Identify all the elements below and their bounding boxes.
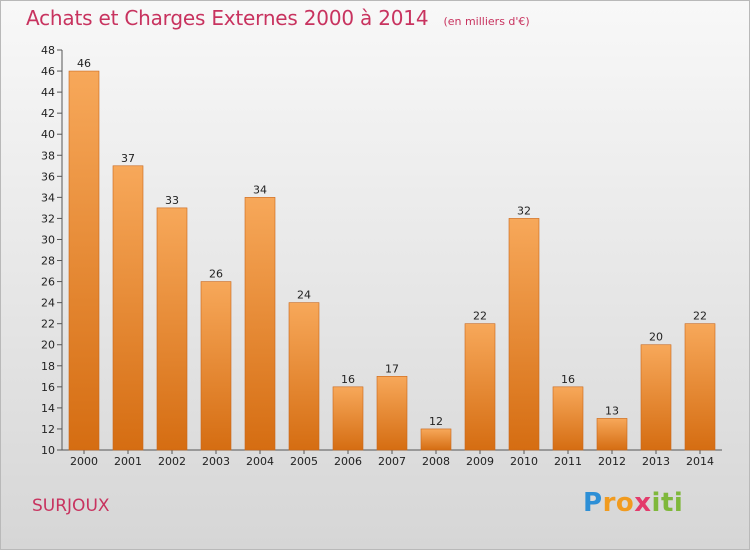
x-tick-label: 2007 — [378, 455, 406, 468]
bar — [200, 281, 232, 451]
x-tick-label: 2009 — [466, 455, 494, 468]
chart-labels: 2000 46 2001 37 2002 33 2003 26 2004 34 2005 24 2006… — [70, 57, 714, 468]
y-tick-label: 12 — [41, 423, 55, 436]
y-tick-label: 40 — [41, 128, 55, 141]
y-tick-label: 18 — [41, 360, 55, 373]
bar — [684, 323, 716, 451]
bar — [640, 344, 672, 451]
x-tick-label: 2003 — [202, 455, 230, 468]
x-tick-label: 2012 — [598, 455, 626, 468]
x-tick-label: 2014 — [686, 455, 714, 468]
bar — [552, 386, 584, 451]
y-tick-label: 20 — [41, 339, 55, 352]
bar-value-label: 20 — [649, 331, 663, 344]
bar-value-label: 34 — [253, 183, 267, 196]
y-tick-label: 16 — [41, 381, 55, 394]
x-tick-label: 2004 — [246, 455, 274, 468]
bar-value-label: 13 — [605, 404, 619, 417]
bar — [156, 207, 188, 451]
bar-value-label: 12 — [429, 415, 443, 428]
x-tick-label: 2002 — [158, 455, 186, 468]
bar — [332, 386, 364, 451]
bar — [464, 323, 496, 451]
bar-value-label: 16 — [561, 373, 575, 386]
bar — [244, 197, 276, 451]
bar-value-label: 22 — [473, 310, 487, 323]
y-tick-label: 24 — [41, 297, 55, 310]
bar-value-label: 32 — [517, 204, 531, 217]
chart-title: Achats et Charges Externes 2000 à 2014 — [26, 6, 429, 30]
bar — [420, 428, 452, 451]
brand-logo: Proxiti — [583, 488, 683, 518]
y-tick-label: 36 — [41, 170, 55, 183]
brand-part-2: ro — [602, 488, 635, 518]
y-tick-label: 38 — [41, 149, 55, 162]
x-tick-label: 2006 — [334, 455, 362, 468]
y-tick-label: 30 — [41, 233, 55, 246]
brand-part-3: x — [634, 488, 652, 518]
bar-value-label: 26 — [209, 268, 223, 281]
town-name: SURJOUX — [32, 496, 110, 516]
bar — [112, 165, 144, 451]
y-tick-label: 44 — [41, 86, 55, 99]
x-tick-label: 2008 — [422, 455, 450, 468]
chart-unit-note: (en milliers d'€) — [443, 15, 530, 28]
y-tick-label: 42 — [41, 107, 55, 120]
chart-bars — [68, 70, 716, 451]
y-tick-label: 32 — [41, 212, 55, 225]
x-tick-label: 2000 — [70, 455, 98, 468]
y-tick-label: 14 — [41, 402, 55, 415]
bar — [288, 302, 320, 451]
x-tick-label: 2010 — [510, 455, 538, 468]
y-tick-label: 28 — [41, 255, 55, 268]
x-tick-label: 2001 — [114, 455, 142, 468]
chart-title-row: Achats et Charges Externes 2000 à 2014 (… — [26, 6, 530, 30]
y-tick-label: 34 — [41, 191, 55, 204]
bar — [376, 376, 408, 451]
bar-value-label: 37 — [121, 152, 135, 165]
x-tick-label: 2011 — [554, 455, 582, 468]
x-tick-label: 2005 — [290, 455, 318, 468]
bar — [508, 218, 540, 451]
y-tick-label: 22 — [41, 318, 55, 331]
y-tick-label: 48 — [41, 44, 55, 57]
brand-part-4: iti — [651, 488, 684, 518]
y-tick-label: 10 — [41, 444, 55, 457]
bar-value-label: 16 — [341, 373, 355, 386]
bar — [596, 418, 628, 451]
brand-part-1: P — [583, 488, 603, 518]
bar-value-label: 22 — [693, 310, 707, 323]
x-tick-label: 2013 — [642, 455, 670, 468]
bar — [68, 70, 100, 451]
y-tick-label: 26 — [41, 276, 55, 289]
bar-value-label: 46 — [77, 57, 91, 70]
bar-value-label: 33 — [165, 194, 179, 207]
bar-value-label: 17 — [385, 362, 399, 375]
y-tick-label: 46 — [41, 65, 55, 78]
bar-value-label: 24 — [297, 289, 311, 302]
